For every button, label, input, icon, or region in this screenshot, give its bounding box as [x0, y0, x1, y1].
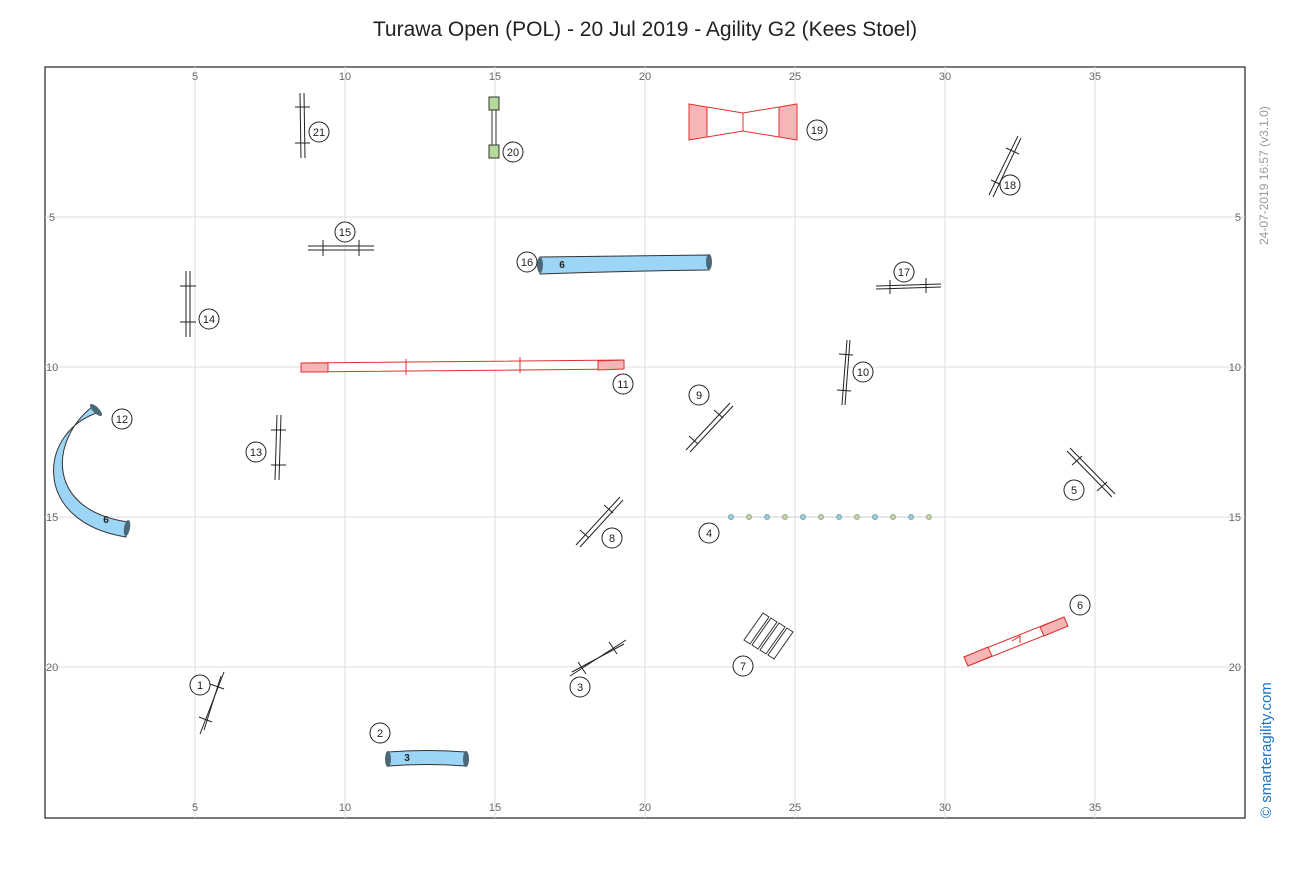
- x-tick: 15: [489, 802, 501, 814]
- jump-14: [180, 271, 196, 337]
- y-tick: 15: [46, 512, 58, 524]
- jump-8: [575, 496, 624, 548]
- x-tick: 35: [1089, 802, 1101, 814]
- tunnel-12: 6: [53, 403, 131, 538]
- number-marker-15: [334, 221, 356, 243]
- number-label: 9: [696, 390, 702, 402]
- number-marker-14: [198, 308, 220, 330]
- jump-21: [295, 92, 310, 159]
- number-marker-21: [308, 121, 330, 143]
- x-tick: 5: [192, 802, 198, 814]
- y-tick: 5: [1235, 212, 1241, 224]
- seesaw-6: [963, 616, 1069, 667]
- x-tick: 15: [489, 71, 501, 83]
- x-tick: 25: [789, 802, 801, 814]
- number-label: 15: [339, 227, 351, 239]
- number-label: 6: [1077, 600, 1083, 612]
- number-marker-16: [516, 251, 538, 273]
- x-tick: 30: [939, 802, 951, 814]
- x-tick: 20: [639, 802, 651, 814]
- number-marker-20: [502, 141, 524, 163]
- number-label: 12: [116, 414, 128, 426]
- tunnel-2: 3: [385, 750, 469, 767]
- number-label: 2: [377, 728, 383, 740]
- panel-7: [743, 612, 794, 660]
- number-marker-9: [688, 384, 710, 406]
- number-marker-13: [245, 441, 267, 463]
- page-title: Turawa Open (POL) - 20 Jul 2019 - Agilit…: [372, 18, 918, 41]
- number-marker-10: [852, 361, 874, 383]
- x-tick: 10: [339, 802, 351, 814]
- number-label: 18: [1004, 180, 1016, 192]
- number-marker-3: [569, 676, 591, 698]
- grid: [45, 67, 1245, 818]
- bow-jump-19: [688, 103, 798, 141]
- jump-13: [271, 414, 286, 481]
- jump-15: [308, 240, 374, 256]
- start-gate-20: [488, 96, 500, 159]
- x-tick: 35: [1089, 71, 1101, 83]
- y-tick: 10: [46, 362, 58, 374]
- number-marker-7: [732, 655, 754, 677]
- number-marker-1: [189, 674, 211, 696]
- number-label: 8: [609, 533, 615, 545]
- number-marker-6: [1069, 594, 1091, 616]
- number-label: 19: [811, 125, 823, 137]
- number-marker-18: [999, 174, 1021, 196]
- number-marker-2: [369, 722, 391, 744]
- weave-poles-4: [728, 514, 932, 520]
- number-label: 4: [706, 528, 712, 540]
- jump-17: [875, 278, 942, 294]
- number-label: 5: [1071, 485, 1077, 497]
- y-tick: 5: [49, 212, 55, 224]
- y-tick: 20: [1229, 662, 1241, 674]
- number-label: 21: [313, 127, 325, 139]
- y-tick: 10: [1229, 362, 1241, 374]
- number-marker-4: [698, 522, 720, 544]
- jump-5: [1066, 447, 1116, 498]
- number-label: 16: [521, 257, 533, 269]
- number-label: 1: [197, 680, 203, 692]
- tunnel-length: 6: [559, 260, 565, 271]
- x-tick: 25: [789, 71, 801, 83]
- dogwalk-11: [300, 357, 625, 375]
- number-label: 14: [203, 314, 215, 326]
- x-tick: 10: [339, 71, 351, 83]
- number-label: 3: [577, 682, 583, 694]
- number-marker-5: [1063, 479, 1085, 501]
- number-marker-11: [612, 373, 634, 395]
- jump-9: [685, 402, 734, 453]
- x-tick: 20: [639, 71, 651, 83]
- tunnel-length: 3: [404, 753, 410, 764]
- number-marker-19: [806, 119, 828, 141]
- number-marker-8: [601, 527, 623, 549]
- jump-1: [198, 671, 225, 735]
- number-label: 17: [898, 267, 910, 279]
- x-axis-top: 5 10 15 20 25 30 35: [192, 71, 1101, 83]
- y-axis-right: 5 10 15 20: [1229, 212, 1241, 674]
- number-label: 13: [250, 447, 262, 459]
- jump-3: [569, 639, 627, 677]
- brand-link[interactable]: © smarteragility.com: [1258, 682, 1275, 818]
- number-label: 10: [857, 367, 869, 379]
- y-tick: 15: [1229, 512, 1241, 524]
- number-label: 7: [740, 661, 746, 673]
- timestamp: 24-07-2019 16:57 (v3.1.0): [1257, 106, 1271, 245]
- y-axis-left: 5 10 15 20: [46, 212, 58, 674]
- tunnel-16: 6: [537, 254, 712, 275]
- jump-10: [836, 339, 854, 406]
- y-tick: 20: [46, 662, 58, 674]
- number-label: 11: [617, 379, 628, 391]
- number-label: 20: [507, 147, 519, 159]
- tunnel-length: 6: [103, 515, 109, 526]
- x-tick: 5: [192, 71, 198, 83]
- x-tick: 30: [939, 71, 951, 83]
- x-axis-bottom: 5 10 15 20 25 30 35: [192, 802, 1101, 814]
- number-marker-17: [893, 261, 915, 283]
- number-marker-12: [111, 408, 133, 430]
